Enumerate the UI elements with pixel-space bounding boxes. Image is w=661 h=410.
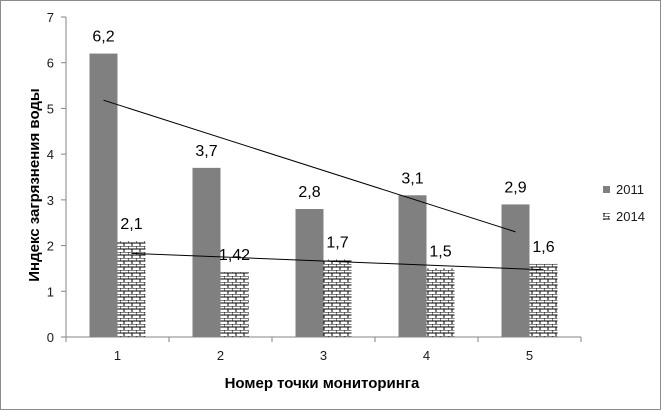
x-tick-label: 1 — [114, 348, 121, 363]
bar-2014 — [117, 241, 146, 337]
bar-2011 — [295, 209, 324, 337]
x-tick-label: 3 — [320, 348, 327, 363]
x-tick-label: 5 — [526, 348, 533, 363]
bar-2011 — [398, 195, 427, 337]
bar-2014 — [323, 259, 352, 337]
bar-2014 — [529, 263, 558, 337]
trendline-2011 — [103, 99, 516, 233]
x-axis-title: Номер точки мониторинга — [225, 375, 420, 392]
data-label-2011: 2,9 — [504, 179, 526, 196]
y-tick-label: 3 — [47, 193, 54, 208]
y-tick-label: 1 — [47, 284, 54, 299]
bar-2011 — [89, 53, 118, 337]
y-tick-label: 6 — [47, 56, 54, 71]
bar-2011 — [501, 204, 530, 337]
legend-swatch-2011 — [603, 186, 610, 193]
y-tick-label: 7 — [47, 10, 54, 25]
legend-label-2011: 2011 — [616, 182, 644, 197]
y-tick-label: 4 — [47, 147, 54, 162]
bar-2014 — [220, 272, 249, 337]
legend-label-2014: 2014 — [616, 209, 645, 224]
legend-swatch-2014 — [603, 213, 610, 220]
data-label-2014: 2,1 — [120, 216, 142, 233]
data-label-2014: 1,5 — [429, 243, 451, 260]
y-tick-label: 2 — [47, 239, 54, 254]
y-axis-title: Индекс загрязнения воды — [26, 88, 43, 281]
bar-2011 — [192, 167, 221, 337]
data-label-2011: 3,7 — [195, 143, 217, 160]
data-label-2014: 1,42 — [219, 247, 250, 264]
bar-2014 — [426, 268, 455, 337]
x-tick-label: 2 — [217, 348, 224, 363]
y-tick-label: 0 — [47, 330, 54, 345]
y-tick-label: 5 — [47, 101, 54, 116]
data-label-2014: 1,6 — [532, 239, 554, 256]
trendline-2014 — [131, 252, 544, 271]
data-label-2011: 3,1 — [401, 170, 423, 187]
legend: 2011 2014 — [603, 182, 645, 224]
data-label-2011: 6,2 — [92, 29, 114, 46]
data-label-2011: 2,8 — [298, 184, 320, 201]
x-tick-label: 4 — [423, 348, 430, 363]
data-label-2014: 1,7 — [326, 234, 348, 251]
